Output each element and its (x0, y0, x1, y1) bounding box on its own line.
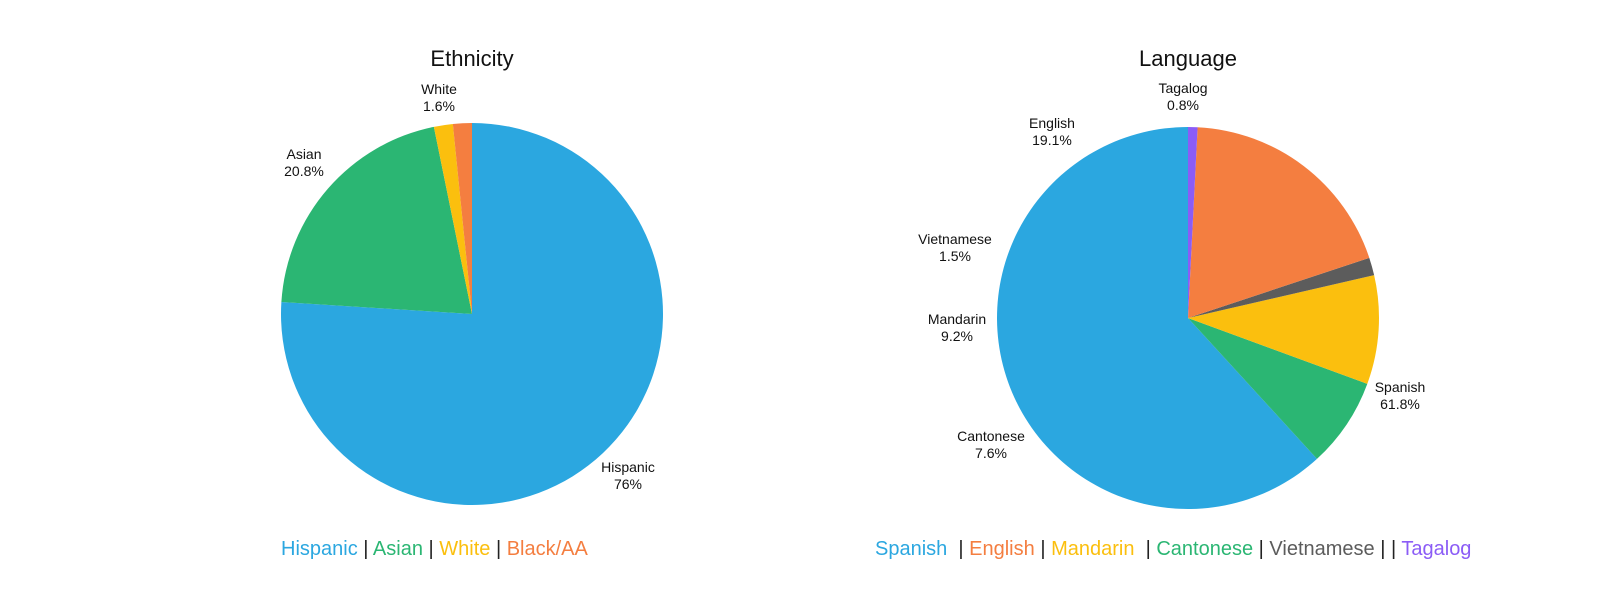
slice-value-label: 1.6% (423, 98, 455, 114)
slice-value-label: 76% (614, 476, 642, 492)
ethnicity-legend: Hispanic | Asian | White | Black/AA (281, 538, 588, 561)
legend-item-hispanic: Hispanic (281, 538, 358, 560)
legend-item-asian: Asian (372, 538, 423, 560)
slice-value-label: 1.5% (939, 248, 971, 264)
legend-separator: | (422, 538, 440, 560)
slice-value-label: 20.8% (284, 163, 324, 179)
language-label-vietnamese: Vietnamese 1.5% (918, 231, 992, 264)
language-legend: Spanish | English | Mandarin | Cantonese… (875, 538, 1471, 561)
ethnicity-slice-black-aa (452, 122, 472, 314)
ethnicity-chart-title: Ethnicity (430, 46, 513, 71)
legend-separator: | (1253, 538, 1270, 560)
slice-value-label: 7.6% (975, 445, 1007, 461)
ethnicity-pie-chart: Ethnicity Hispanic 76% Asian 20.8% White 1.6% (281, 46, 664, 506)
language-chart-title: Language (1139, 46, 1237, 71)
language-slice-english (1188, 127, 1370, 319)
legend-separator: | | (1374, 538, 1402, 560)
legend-item-spanish: Spanish (875, 538, 948, 560)
language-label-cantonese: Cantonese 7.6% (957, 428, 1025, 461)
slice-category-label: Asian (286, 146, 321, 162)
language-label-mandarin: Mandarin 9.2% (928, 311, 986, 344)
slice-value-label: 9.2% (941, 328, 973, 344)
language-slices (997, 127, 1379, 509)
legend-item-mandarin: Mandarin (1051, 538, 1135, 560)
ethnicity-slice-hispanic (281, 123, 664, 506)
legend-item-white: White (439, 538, 491, 560)
slice-value-label: 61.8% (1380, 396, 1420, 412)
legend-separator: | (1034, 538, 1052, 560)
legend-separator: | (947, 538, 970, 560)
language-slice-vietnamese (1188, 257, 1375, 318)
legend-item-cantonese: Cantonese (1156, 538, 1254, 560)
legend-separator: | (490, 538, 507, 560)
language-label-english: English 19.1% (1029, 115, 1075, 148)
language-slice-spanish (997, 127, 1317, 509)
ethnicity-slice-white (433, 123, 472, 315)
ethnicity-slice-asian (281, 126, 472, 314)
ethnicity-label-hispanic: Hispanic 76% (601, 459, 655, 492)
legend-separator: | (357, 538, 373, 560)
language-slice-cantonese (1188, 318, 1368, 459)
slice-value-label: 0.8% (1167, 97, 1199, 113)
legend-item-black-aa: Black/AA (506, 538, 588, 560)
slice-category-label: Hispanic (601, 459, 655, 475)
slice-category-label: Vietnamese (918, 231, 992, 247)
legend-separator: | (1134, 538, 1157, 560)
legend-item-english: English (969, 538, 1035, 560)
legend-item-tagalog: Tagalog (1401, 538, 1472, 560)
slice-category-label: White (421, 81, 457, 97)
language-label-tagalog: Tagalog 0.8% (1158, 80, 1207, 113)
slice-category-label: Cantonese (957, 428, 1025, 444)
language-label-spanish: Spanish 61.8% (1375, 379, 1426, 412)
ethnicity-slice-labels: Hispanic 76% Asian 20.8% White 1.6% (284, 81, 655, 492)
slice-value-label: 19.1% (1032, 132, 1072, 148)
language-slice-tagalog (1188, 127, 1198, 318)
slice-category-label: English (1029, 115, 1075, 131)
ethnicity-label-white: White 1.6% (421, 81, 457, 114)
slice-category-label: Mandarin (928, 311, 986, 327)
ethnicity-label-asian: Asian 20.8% (284, 146, 324, 179)
legend-item-vietnamese: Vietnamese (1269, 538, 1375, 560)
language-slice-labels: Spanish 61.8% Cantonese 7.6% Mandarin 9.2% Vie… (918, 80, 1425, 461)
slice-category-label: Tagalog (1158, 80, 1207, 96)
language-pie-chart: Language Spanish 61.8% Cantonese 7.6% Mandar… (918, 46, 1425, 509)
slice-category-label: Spanish (1375, 379, 1426, 395)
language-slice-mandarin (1188, 275, 1379, 384)
ethnicity-slices (281, 122, 664, 506)
